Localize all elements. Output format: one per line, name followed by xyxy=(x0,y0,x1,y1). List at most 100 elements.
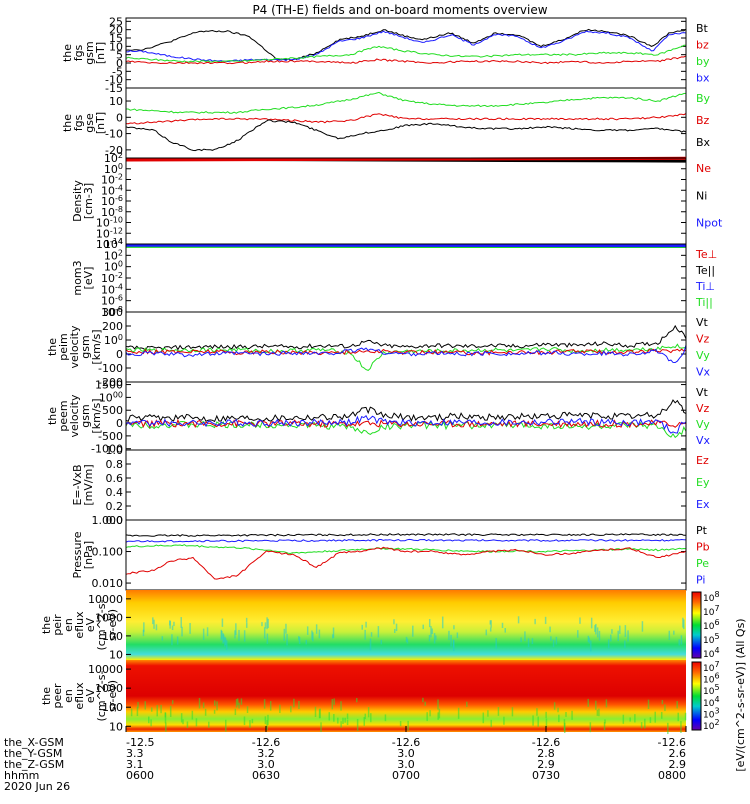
spectrogram-streak xyxy=(654,712,656,723)
spectrogram-streak xyxy=(429,619,431,627)
y-tick-label: 25 xyxy=(109,15,123,28)
spectrogram-streak xyxy=(564,723,566,733)
spectrogram-streak xyxy=(662,700,664,704)
spectrogram-streak xyxy=(192,711,194,720)
spectrogram-streak xyxy=(677,713,679,721)
spectrogram-streak xyxy=(422,698,424,702)
spectrogram-streak xyxy=(642,621,644,632)
y-axis-label: sr-eV) xyxy=(106,680,119,712)
spectrogram-streak xyxy=(490,628,492,632)
spectrogram-streak xyxy=(137,702,139,708)
y-tick-label: -100 xyxy=(98,362,123,375)
y-axis-label: [nT] xyxy=(94,42,107,64)
spectrogram-streak xyxy=(264,627,266,638)
spectrogram-streak xyxy=(549,627,551,633)
spectrogram-streak xyxy=(207,627,209,636)
spectrogram-streak xyxy=(333,714,335,722)
spectrogram-streak xyxy=(608,639,610,648)
spectrogram-streak xyxy=(627,630,629,641)
spectrogram-streak xyxy=(180,617,182,628)
spectrogram-streak xyxy=(270,701,272,711)
y-tick-label: 0.8 xyxy=(106,458,124,471)
legend-entry: Vx xyxy=(696,434,711,447)
spectrogram-streak xyxy=(165,712,167,717)
spectrogram-streak xyxy=(661,712,663,719)
spectrogram-streak xyxy=(131,709,133,717)
spectrogram-streak xyxy=(284,629,286,641)
legend-entry: Ez xyxy=(696,454,709,467)
spectrogram-streak xyxy=(597,627,599,637)
y-axis-label: sr-eV) xyxy=(106,609,119,641)
spectrogram-streak xyxy=(504,628,506,633)
legend-entry: Npot xyxy=(696,217,723,230)
x-axis-value: 0630 xyxy=(252,769,280,782)
spectrogram-streak xyxy=(364,630,366,640)
legend-entry: Bt xyxy=(696,22,709,35)
spectrogram-streak xyxy=(619,626,621,634)
spectrogram-streak xyxy=(424,702,426,706)
spectrogram-streak xyxy=(394,629,396,633)
x-axis: the_X-GSM-12.5-12.6-12.6-12.6-12.6the_Y-… xyxy=(4,726,686,793)
spectrogram-streak xyxy=(487,710,489,716)
spectrogram-streak xyxy=(431,628,433,634)
y-tick-label: 1500 xyxy=(95,379,123,392)
spectrogram-streak xyxy=(673,631,675,635)
spectrogram-streak xyxy=(344,718,346,723)
spectrogram-streak xyxy=(591,618,593,629)
spectrogram-streak xyxy=(196,718,198,726)
spectrogram-streak xyxy=(537,717,539,727)
spectrogram-streak xyxy=(685,713,687,721)
spectrogram-streak xyxy=(495,638,497,649)
legend-entry: Ne xyxy=(696,162,711,175)
spectrogram-streak xyxy=(177,636,179,644)
panel-peer: 10100100010000thepeerenefluxeV(cm^2-s-sr… xyxy=(40,660,701,734)
panel-background xyxy=(126,450,686,520)
legend-entry: bx xyxy=(696,72,710,85)
spectrogram-streak xyxy=(267,634,269,644)
spectrogram-streak xyxy=(332,699,334,709)
spectrogram-streak xyxy=(170,706,172,717)
spectrogram-streak xyxy=(678,639,680,645)
spectrogram-streak xyxy=(407,721,409,731)
legend-entry: Vz xyxy=(696,402,710,415)
spectrogram-streak xyxy=(203,702,205,708)
spectrogram-streak xyxy=(680,721,682,733)
y-tick-label: 1.000 xyxy=(92,514,124,527)
legend-entry: Pt xyxy=(696,524,708,537)
spectrogram-streak xyxy=(337,718,339,724)
legend-entry: by xyxy=(696,55,710,68)
spectrogram-streak xyxy=(486,630,488,636)
x-axis-value: 0600 xyxy=(126,769,154,782)
legend-entry: By xyxy=(696,92,711,105)
y-tick-label: -500 xyxy=(98,430,123,443)
y-axis-label: [eV] xyxy=(82,267,95,290)
spectrogram-streak xyxy=(664,705,666,712)
spectrogram-streak xyxy=(524,631,526,641)
colorbar xyxy=(692,592,701,658)
spectrogram-streak xyxy=(458,708,460,719)
spectrogram-streak xyxy=(261,622,263,626)
spectrogram-streak xyxy=(181,627,183,637)
spectrogram-streak xyxy=(385,714,387,721)
panel-background xyxy=(126,244,686,312)
spectrogram-streak xyxy=(644,719,646,729)
spectrogram-streak xyxy=(412,626,414,637)
spectrogram-streak xyxy=(532,715,534,725)
x-axis-date: 2020 Jun 26 xyxy=(4,780,70,793)
panel-background xyxy=(126,158,686,244)
spectrogram-streak xyxy=(623,715,625,724)
y-tick-label: 1.0 xyxy=(106,444,124,457)
spectrogram-streak xyxy=(595,701,597,710)
spectrogram-streak xyxy=(312,632,314,641)
spectrogram-streak xyxy=(347,714,349,719)
spectrogram-streak xyxy=(368,707,370,717)
spectrogram-streak xyxy=(241,698,243,704)
series-line xyxy=(126,158,686,160)
legend-entry: Vy xyxy=(696,349,710,362)
spectrogram-streak xyxy=(298,701,300,709)
y-tick-label: 0.4 xyxy=(106,486,124,499)
